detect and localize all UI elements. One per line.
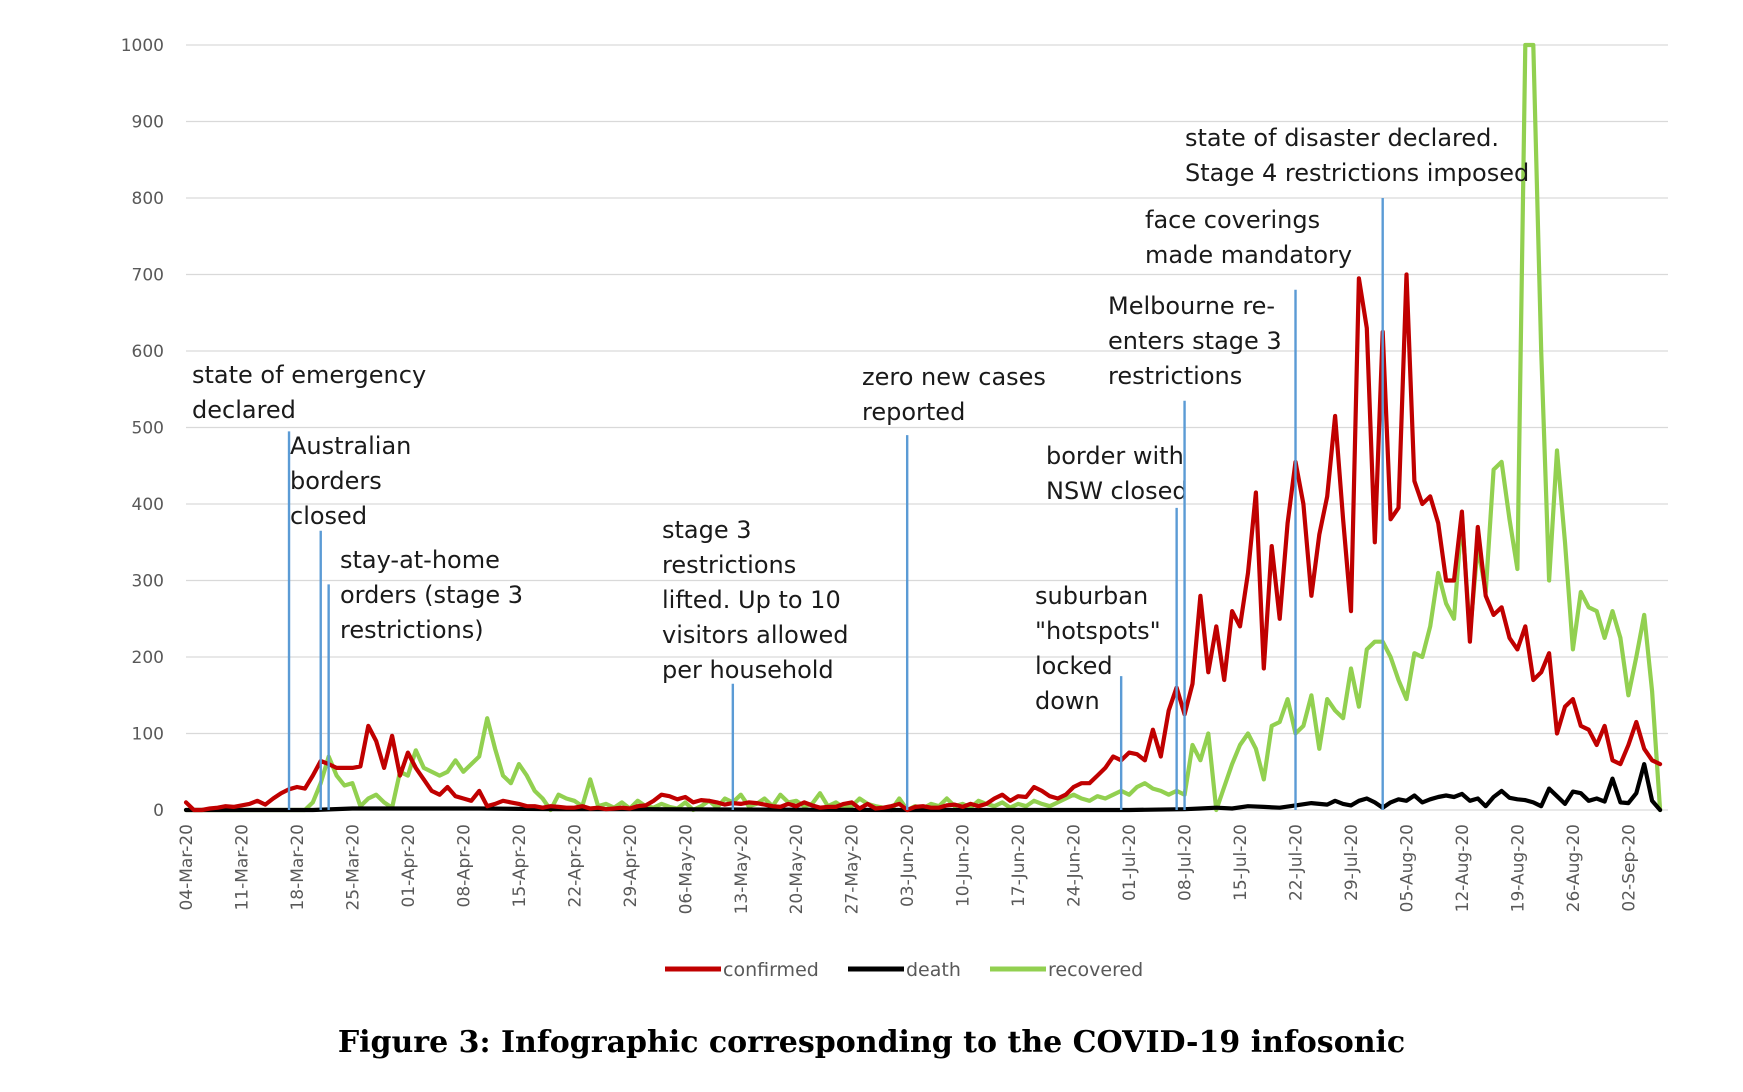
y-tick-label: 400 [132, 495, 164, 515]
y-tick-label: 200 [132, 648, 164, 668]
series-line-death [183, 761, 1663, 813]
event-annotations: state of emergency declared Australian bord… [192, 124, 1529, 810]
annotation-text: Melbourne re-enters stage 3 restrictions [1108, 292, 1282, 390]
y-tick-label: 1000 [121, 36, 164, 56]
x-tick-label: 03-Jun-20 [898, 824, 918, 907]
y-tick-label: 700 [132, 266, 164, 286]
x-tick-label: 22-Jul-20 [1287, 824, 1307, 901]
x-tick-label: 17-Jun-20 [1009, 824, 1029, 907]
x-tick-label: 29-Jul-20 [1342, 824, 1362, 901]
x-tick-label: 19-Aug-20 [1508, 824, 1528, 912]
x-tick-label: 12-Aug-20 [1453, 824, 1473, 912]
x-tick-label: 18-Mar-20 [288, 824, 308, 911]
series-lines [183, 42, 1663, 813]
x-tick-label: 10-Jun-20 [954, 824, 974, 907]
figure-caption: Figure 3: Infographic corresponding to t… [337, 1025, 1406, 1060]
y-tick-label: 100 [132, 725, 164, 745]
annotation-text: Australian borders closed [290, 432, 411, 530]
y-tick-label: 0 [153, 801, 164, 821]
y-tick-label: 300 [132, 572, 164, 592]
annotation-text: suburban "hotspots" locked down [1035, 582, 1161, 715]
x-tick-label: 01-Apr-20 [399, 824, 419, 907]
legend-label-death: death [906, 959, 961, 981]
x-tick-label: 08-Apr-20 [454, 824, 474, 907]
x-tick-label: 15-Jul-20 [1231, 824, 1251, 901]
y-tick-label: 600 [132, 342, 164, 362]
x-tick-label: 05-Aug-20 [1397, 824, 1417, 912]
legend-label-recovered: recovered [1048, 959, 1143, 981]
gridlines [186, 44, 1668, 811]
x-tick-label: 13-May-20 [732, 824, 752, 914]
legend: confirmed death recovered [665, 959, 1143, 981]
x-tick-label: 25-Mar-20 [343, 824, 363, 911]
annotation-text: face coverings made mandatory [1145, 206, 1352, 269]
annotation-text: state of disaster declared. Stage 4 restr… [1185, 124, 1529, 187]
x-tick-label: 24-Jun-20 [1065, 824, 1085, 907]
x-tick-label: 20-May-20 [787, 824, 807, 914]
x-tick-label: 15-Apr-20 [510, 824, 530, 907]
x-axis-ticks: 04-Mar-20 11-Mar-20 18-Mar-20 25-Mar-20 01-A… [177, 824, 1639, 914]
x-tick-label: 22-Apr-20 [565, 824, 585, 907]
series-line-recovered [183, 42, 1663, 813]
x-tick-label: 01-Jul-20 [1120, 824, 1140, 901]
x-tick-label: 08-Jul-20 [1176, 824, 1196, 901]
y-axis-ticks: 0 100 200 300 400 500 600 700 800 900 1000 [121, 36, 164, 821]
x-tick-label: 02-Sep-20 [1619, 824, 1639, 912]
x-tick-label: 04-Mar-20 [177, 824, 197, 911]
y-tick-label: 900 [132, 113, 164, 133]
x-tick-label: 29-Apr-20 [621, 824, 641, 907]
x-tick-label: 06-May-20 [676, 824, 696, 914]
annotation-text: state of emergency declared [192, 361, 426, 424]
x-tick-label: 11-Mar-20 [232, 824, 252, 911]
annotation-text: zero new cases reported [862, 363, 1046, 426]
x-tick-label: 27-May-20 [843, 824, 863, 914]
x-tick-label: 26-Aug-20 [1564, 824, 1584, 912]
legend-label-confirmed: confirmed [723, 959, 819, 981]
series-line-confirmed [183, 272, 1663, 813]
y-tick-label: 500 [132, 419, 164, 439]
y-tick-label: 800 [132, 189, 164, 209]
annotation-text: stay-at-home orders (stage 3 restrictions) [340, 546, 523, 644]
annotation-text: border with NSW closed [1046, 442, 1188, 505]
annotation-text: stage 3 restrictions lifted. Up to 10 visit… [662, 516, 849, 684]
